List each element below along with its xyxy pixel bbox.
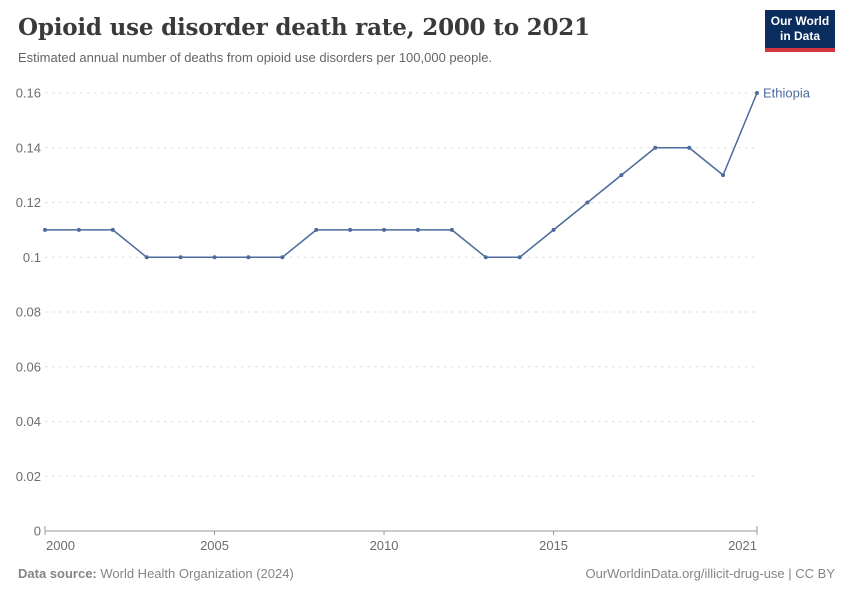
y-tick-label: 0.12 [16, 195, 41, 210]
y-tick-label: 0.04 [16, 414, 41, 429]
data-point [687, 145, 692, 150]
data-point [517, 255, 522, 260]
data-point [110, 227, 115, 232]
data-source: Data source: World Health Organization (… [18, 566, 294, 581]
y-tick-label: 0.14 [16, 140, 41, 155]
data-point [382, 227, 387, 232]
credit-link[interactable]: OurWorldinData.org/illicit-drug-use | CC… [585, 566, 836, 581]
data-point [212, 255, 217, 260]
y-tick-label: 0 [34, 524, 41, 539]
data-point [483, 255, 488, 260]
owid-logo-line1: Our World [770, 14, 830, 28]
x-tick-label: 2021 [728, 538, 757, 553]
y-tick-label: 0.1 [23, 250, 41, 265]
x-tick-label: 2010 [370, 538, 399, 553]
data-point [415, 227, 420, 232]
data-point [721, 173, 726, 178]
data-point [280, 255, 285, 260]
y-tick-label: 0.16 [16, 86, 41, 101]
data-point [449, 227, 454, 232]
chart-subtitle: Estimated annual number of deaths from o… [18, 50, 493, 65]
data-point [585, 200, 590, 205]
data-point [144, 255, 149, 260]
chart-header: Opioid use disorder death rate, 2000 to … [18, 14, 750, 65]
x-tick-label: 2000 [46, 538, 75, 553]
data-line [45, 92, 758, 258]
data-point [178, 255, 183, 260]
series-label: Ethiopia [763, 86, 811, 101]
data-point [348, 227, 353, 232]
data-point [314, 227, 319, 232]
data-point [246, 255, 251, 260]
data-point [551, 227, 556, 232]
data-source-label: Data source: [18, 566, 97, 581]
data-source-value: World Health Organization (2024) [96, 566, 294, 581]
owid-logo[interactable]: Our World in Data [765, 10, 835, 52]
y-tick-label: 0.08 [16, 305, 41, 320]
y-tick-label: 0.06 [16, 359, 41, 374]
owid-logo-line2: in Data [779, 28, 820, 43]
data-point [653, 145, 658, 150]
data-point [43, 227, 47, 232]
chart-footer: Data source: World Health Organization (… [18, 566, 835, 581]
y-tick-label: 0.02 [16, 469, 41, 484]
data-point [76, 227, 81, 232]
x-tick-label: 2005 [200, 538, 229, 553]
data-point [755, 91, 759, 95]
chart-title: Opioid use disorder death rate, 2000 to … [18, 14, 590, 41]
data-point [619, 173, 624, 178]
x-tick-label: 2015 [539, 538, 568, 553]
